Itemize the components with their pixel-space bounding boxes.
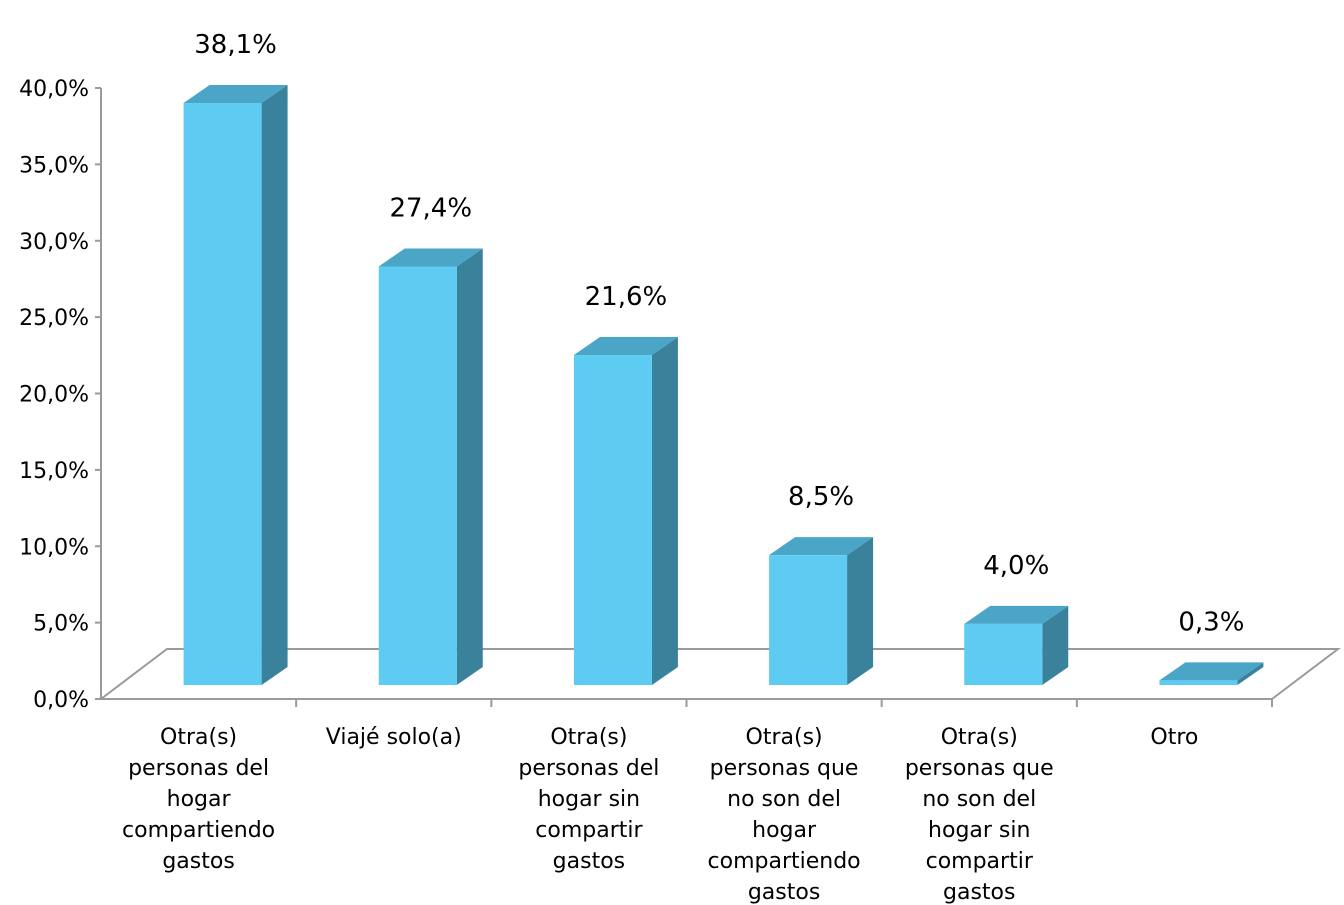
bar-top [1159, 662, 1264, 681]
data-label: 38,1% [194, 30, 277, 60]
bar-side [1237, 662, 1264, 685]
x-tick-label: Otra(s) personas del hogar sin compartir gas… [518, 725, 659, 874]
x-tick-label: Otra(s) personas del hogar compartiendo gast… [122, 725, 275, 874]
bars [183, 85, 1264, 685]
y-tick-label: 30,0% [19, 230, 89, 255]
data-label: 8,5% [788, 482, 854, 512]
y-tick-label: 25,0% [19, 306, 89, 331]
floor-outline [100, 648, 1341, 700]
bar-top [378, 248, 483, 267]
bar-top [183, 85, 288, 104]
bar [183, 85, 288, 685]
bar-side [847, 537, 874, 685]
bar [1159, 662, 1264, 685]
y-tick-label: 40,0% [19, 77, 89, 102]
bar-front [183, 103, 262, 685]
bar-side [456, 248, 483, 685]
bar [378, 248, 483, 685]
x-axis: Otra(s) personas del hogar compartiendo gast… [122, 699, 1273, 905]
bar-top [573, 337, 678, 356]
x-tick-label: Otro [1150, 725, 1198, 750]
bar [573, 337, 678, 685]
bar-front [378, 266, 457, 685]
data-label: 21,6% [585, 282, 668, 312]
y-axis: 0,0% 5,0% 10,0% 15,0% 20,0% 25,0% 30,0% 35,0% 40… [19, 77, 102, 713]
data-label: 27,4% [389, 193, 472, 223]
bar [964, 605, 1069, 685]
x-tick-label: Otra(s) personas que no son del hogar compar… [708, 725, 861, 905]
bar-front [964, 623, 1043, 685]
y-tick-label: 20,0% [19, 383, 89, 408]
bar [769, 537, 874, 685]
data-label: 4,0% [983, 551, 1049, 581]
bar-front [769, 555, 848, 685]
y-tick-label: 0,0% [33, 688, 89, 713]
data-label: 0,3% [1178, 607, 1244, 637]
data-labels: 38,1% 27,4% 21,6% 8,5% 4,0% 0,3% [194, 30, 1244, 637]
y-tick-label: 5,0% [33, 612, 89, 637]
x-tick-label: Otra(s) personas que no son del hogar sin co… [905, 725, 1054, 905]
bar-front [1159, 680, 1238, 685]
x-tick-label: Viajé solo(a) [326, 725, 462, 750]
y-tick-label: 10,0% [19, 535, 89, 560]
y-tick-label: 35,0% [19, 153, 89, 178]
bar-side [651, 337, 678, 685]
bar-front [573, 355, 652, 685]
bar-top [769, 537, 874, 556]
y-tick-label: 15,0% [19, 459, 89, 484]
bar-top [964, 605, 1069, 624]
bar-side [1042, 605, 1069, 685]
bar-side [261, 85, 288, 685]
